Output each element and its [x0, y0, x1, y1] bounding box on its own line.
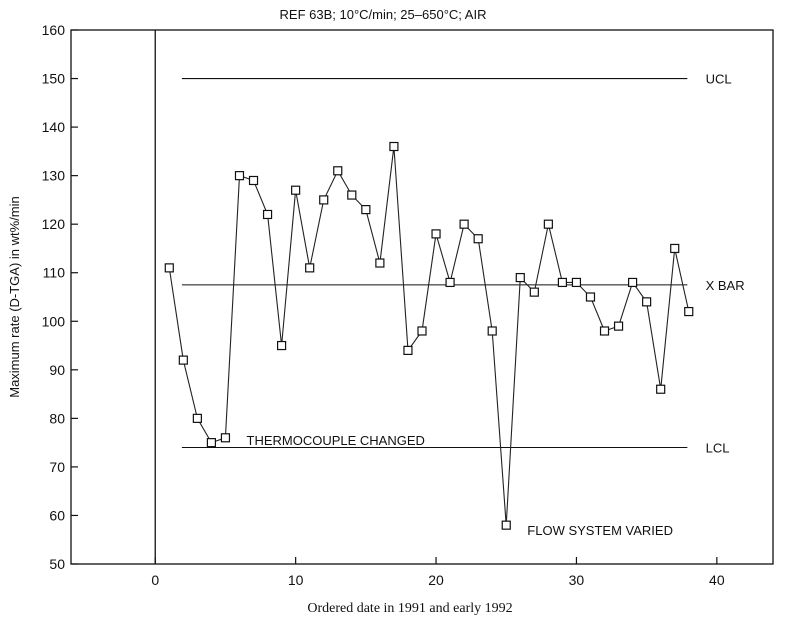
data-point	[543, 219, 553, 229]
data-point	[459, 219, 469, 229]
y-tick-label: 100	[42, 313, 66, 329]
reference-lines: UCL X BAR LCL	[181, 72, 745, 455]
data-point	[206, 438, 216, 448]
y-tick-label: 160	[42, 22, 66, 38]
data-point	[305, 263, 315, 273]
axis-ticks: 50 60 70 80 90 100 110 120 130 140 150 160 0 10 20 30 40	[42, 22, 725, 588]
data-point	[361, 205, 371, 215]
y-tick-label: 130	[42, 168, 66, 184]
data-point	[571, 277, 582, 288]
data-point	[656, 384, 666, 394]
data-point	[613, 321, 624, 331]
data-point	[487, 326, 497, 336]
data-point	[473, 234, 483, 244]
plot-frame	[70, 29, 774, 565]
y-tick-label: 120	[42, 216, 66, 232]
y-tick-label: 150	[42, 71, 66, 87]
y-tick-label: 140	[42, 119, 66, 135]
y-tick-label: 50	[49, 556, 65, 572]
data-point	[627, 277, 638, 288]
y-axis-label: Maximum rate (D-TGA) in wt%/min	[7, 196, 22, 398]
data-point	[515, 272, 525, 283]
data-point	[529, 287, 539, 297]
data-point	[234, 171, 245, 181]
data-point	[220, 433, 231, 443]
y-tick-label: 60	[49, 507, 65, 523]
data-point	[192, 413, 202, 423]
data-point	[642, 297, 652, 307]
y-tick-label: 110	[43, 265, 66, 281]
data-point	[277, 340, 287, 351]
data-point	[670, 243, 680, 254]
x-bar-label: X BAR	[706, 278, 745, 293]
series-line	[168, 146, 690, 526]
data-point	[333, 166, 343, 176]
lcl-label: LCL	[706, 440, 730, 455]
data-point	[319, 195, 329, 205]
data-point	[585, 292, 596, 302]
data-point	[557, 277, 568, 288]
data-point	[248, 175, 259, 186]
x-tick-label: 30	[569, 572, 585, 588]
y-tick-label: 80	[49, 410, 65, 426]
data-point	[501, 520, 511, 530]
data-point	[417, 326, 427, 336]
data-point	[389, 141, 399, 152]
ucl-label: UCL	[706, 72, 732, 87]
thermocouple-changed-annotation: THERMOCOUPLE CHANGED	[247, 433, 425, 448]
data-point	[291, 185, 301, 195]
x-tick-label: 20	[428, 572, 444, 588]
data-point	[684, 306, 694, 317]
data-point	[445, 277, 455, 288]
data-point	[347, 190, 357, 200]
data-point	[599, 326, 610, 336]
y-tick-label: 70	[49, 459, 65, 475]
y-tick-label: 90	[49, 362, 65, 378]
data-point	[403, 345, 413, 355]
data-point	[375, 258, 385, 268]
data-point	[262, 209, 273, 220]
x-axis-label: Ordered date in 1991 and early 1992	[307, 601, 512, 616]
data-point	[164, 263, 174, 273]
x-tick-label: 10	[288, 572, 304, 588]
flow-system-varied-annotation: FLOW SYSTEM VARIED	[527, 523, 673, 538]
annotations: THERMOCOUPLE CHANGED FLOW SYSTEM VARIED	[247, 433, 673, 538]
x-tick-label: 40	[709, 572, 725, 588]
data-point	[431, 229, 441, 239]
chart-title: REF 63B; 10°C/min; 25–650°C; AIR	[280, 7, 487, 22]
x-tick-label: 0	[151, 572, 159, 588]
data-series	[164, 141, 694, 530]
data-point	[178, 355, 188, 365]
